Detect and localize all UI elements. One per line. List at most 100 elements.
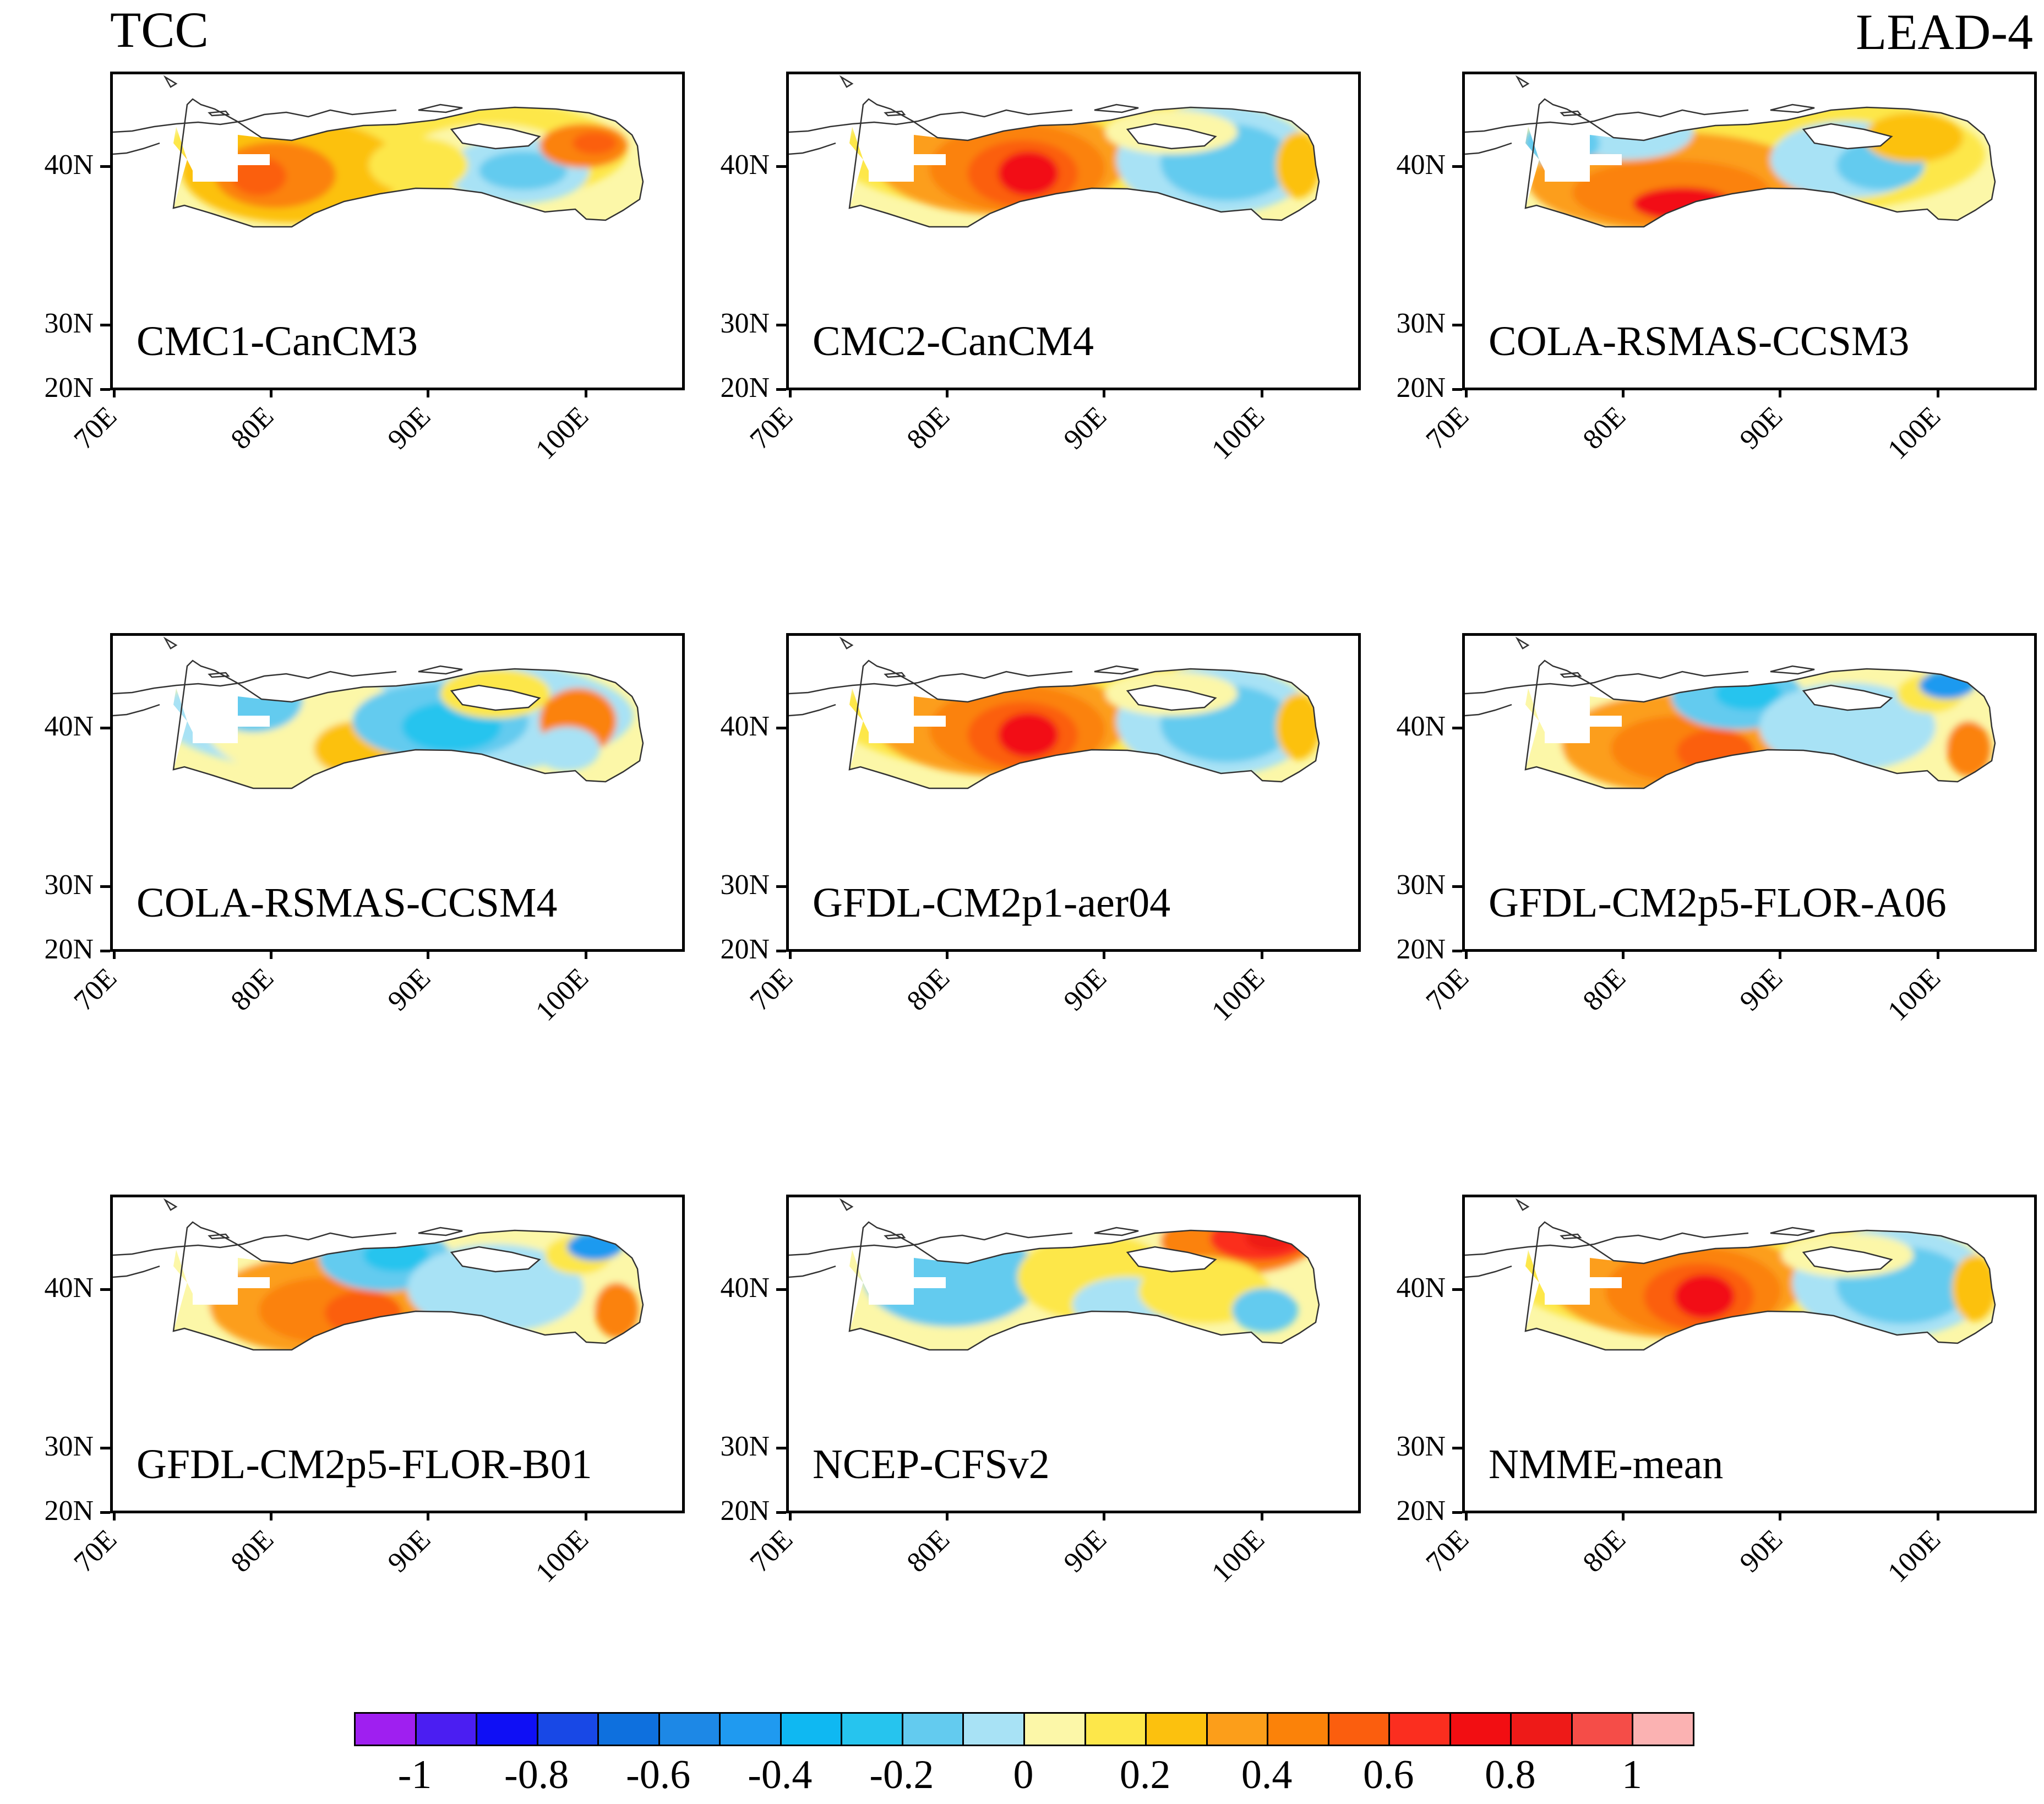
lon-tick <box>585 388 587 397</box>
map-panel-1: CMC1-CanCM3 40N 30N 20N 70E 80E 90E 100E <box>44 72 685 466</box>
lon-tick <box>1779 949 1781 959</box>
lon-tick <box>1465 388 1468 397</box>
colorbar-swatch <box>1632 1712 1694 1746</box>
lat-label: 20N <box>1396 372 1446 404</box>
lat-tick <box>776 885 786 888</box>
lon-label: 100E <box>1206 962 1271 1027</box>
tcc-contour-region <box>1759 683 1936 771</box>
lon-tick <box>789 1511 792 1520</box>
coastline <box>1464 636 1815 717</box>
lat-label: 40N <box>1396 1272 1446 1304</box>
lon-tick <box>1622 388 1625 397</box>
colorbar-swatch <box>1327 1712 1391 1746</box>
lon-tick <box>1261 1511 1263 1520</box>
map-panel-5: GFDL-CM2p1-aer04 40N 30N 20N 70E 80E 90E 100E <box>720 633 1361 1027</box>
lat-label: 30N <box>1396 308 1446 339</box>
qaidam-basin-mask <box>450 123 541 150</box>
lon-label: 70E <box>1420 962 1475 1017</box>
lat-label: 40N <box>44 1272 94 1304</box>
lon-label: 90E <box>381 962 437 1017</box>
lon-tick <box>585 1511 587 1520</box>
lon-label: 70E <box>744 962 799 1017</box>
lat-label: 20N <box>44 1495 94 1527</box>
colorbar-swatch <box>962 1712 1025 1746</box>
lat-label: 40N <box>720 711 770 742</box>
lon-tick <box>113 388 116 397</box>
lat-tick <box>100 388 110 391</box>
lon-label: 80E <box>901 400 956 456</box>
tcc-field <box>1525 669 1995 788</box>
lon-label: 80E <box>225 400 280 456</box>
lat-tick <box>1452 165 1462 168</box>
panel-model-label: COLA-RSMAS-CCSM3 <box>1489 318 1910 364</box>
lon-label: 90E <box>1058 1523 1113 1579</box>
map-canvas <box>1464 75 1996 228</box>
colorbar-tick-label: 0.2 <box>1119 1752 1171 1797</box>
colorbar-swatch <box>1145 1712 1208 1746</box>
colorbar-swatch <box>901 1712 964 1746</box>
map-canvas <box>788 1198 1320 1351</box>
lat-tick <box>776 165 786 168</box>
lat-label: 30N <box>44 1431 94 1462</box>
lat-tick <box>1452 324 1462 326</box>
lon-tick <box>270 388 272 397</box>
tcc-contour-region <box>998 151 1059 195</box>
tcc-contour-region <box>534 727 600 771</box>
lon-label: 70E <box>1420 400 1475 456</box>
lat-label: 20N <box>1396 934 1446 965</box>
lon-tick <box>1779 388 1781 397</box>
panel-model-label: GFDL-CM2p5-FLOR-A06 <box>1489 880 1947 926</box>
colorbar-tick-label: 0.4 <box>1241 1752 1293 1797</box>
lon-label: 70E <box>744 1523 799 1579</box>
coastline <box>1464 75 1815 155</box>
lat-tick <box>776 1447 786 1449</box>
lat-label: 40N <box>44 149 94 181</box>
lon-label: 100E <box>1882 1523 1947 1589</box>
lon-tick <box>946 1511 949 1520</box>
tcc-contour-region <box>231 157 286 195</box>
map-panel-6: GFDL-CM2p5-FLOR-A06 40N 30N 20N 70E 80E 90E 10… <box>1396 633 2037 1027</box>
lat-label: 40N <box>1396 711 1446 742</box>
lon-label: 90E <box>1734 400 1789 456</box>
tcc-contour-region <box>369 138 468 193</box>
lat-label: 20N <box>44 934 94 965</box>
lon-tick <box>113 949 116 959</box>
lat-label: 20N <box>720 1495 770 1527</box>
colorbar-swatch <box>1206 1712 1269 1746</box>
colorbar-swatch <box>841 1712 903 1746</box>
lat-label: 40N <box>1396 149 1446 181</box>
colorbar-tick-label: -0.8 <box>504 1752 569 1797</box>
panel-model-label: GFDL-CM2p5-FLOR-B01 <box>137 1441 592 1487</box>
lat-label: 40N <box>44 711 94 742</box>
lon-label: 80E <box>225 962 280 1017</box>
tcc-contour-region <box>1952 1255 1995 1321</box>
colorbar <box>354 1712 1694 1746</box>
tcc-contour-region <box>325 1291 402 1335</box>
qaidam-basin-mask <box>1802 123 1893 150</box>
map-canvas <box>788 636 1320 789</box>
tcc-contour-region <box>407 1244 584 1332</box>
lon-tick <box>1465 949 1468 959</box>
tcc-field <box>849 1230 1319 1350</box>
colorbar-tick-label: -0.4 <box>748 1752 813 1797</box>
lat-tick <box>776 1288 786 1291</box>
lon-tick <box>789 949 792 959</box>
tcc-contour-region <box>1276 694 1319 760</box>
lat-label: 30N <box>720 869 770 901</box>
lat-tick <box>100 885 110 888</box>
lat-tick <box>100 1288 110 1291</box>
colorbar-swatch <box>780 1712 843 1746</box>
colorbar-swatch <box>354 1712 417 1746</box>
qaidam-basin-mask <box>1126 684 1217 711</box>
lon-tick <box>1937 388 1939 397</box>
lon-label: 100E <box>530 962 595 1027</box>
lat-label: 20N <box>720 934 770 965</box>
lat-tick <box>776 950 786 952</box>
coastline <box>112 1198 463 1278</box>
colorbar-swatch <box>1571 1712 1634 1746</box>
map-panel-2: CMC2-CanCM4 40N 30N 20N 70E 80E 90E 100E <box>720 72 1361 466</box>
colorbar-tick-label: 0.8 <box>1485 1752 1536 1797</box>
colorbar-swatch <box>719 1712 782 1746</box>
panel-model-label: NCEP-CFSv2 <box>813 1441 1050 1487</box>
lon-tick <box>1261 388 1263 397</box>
